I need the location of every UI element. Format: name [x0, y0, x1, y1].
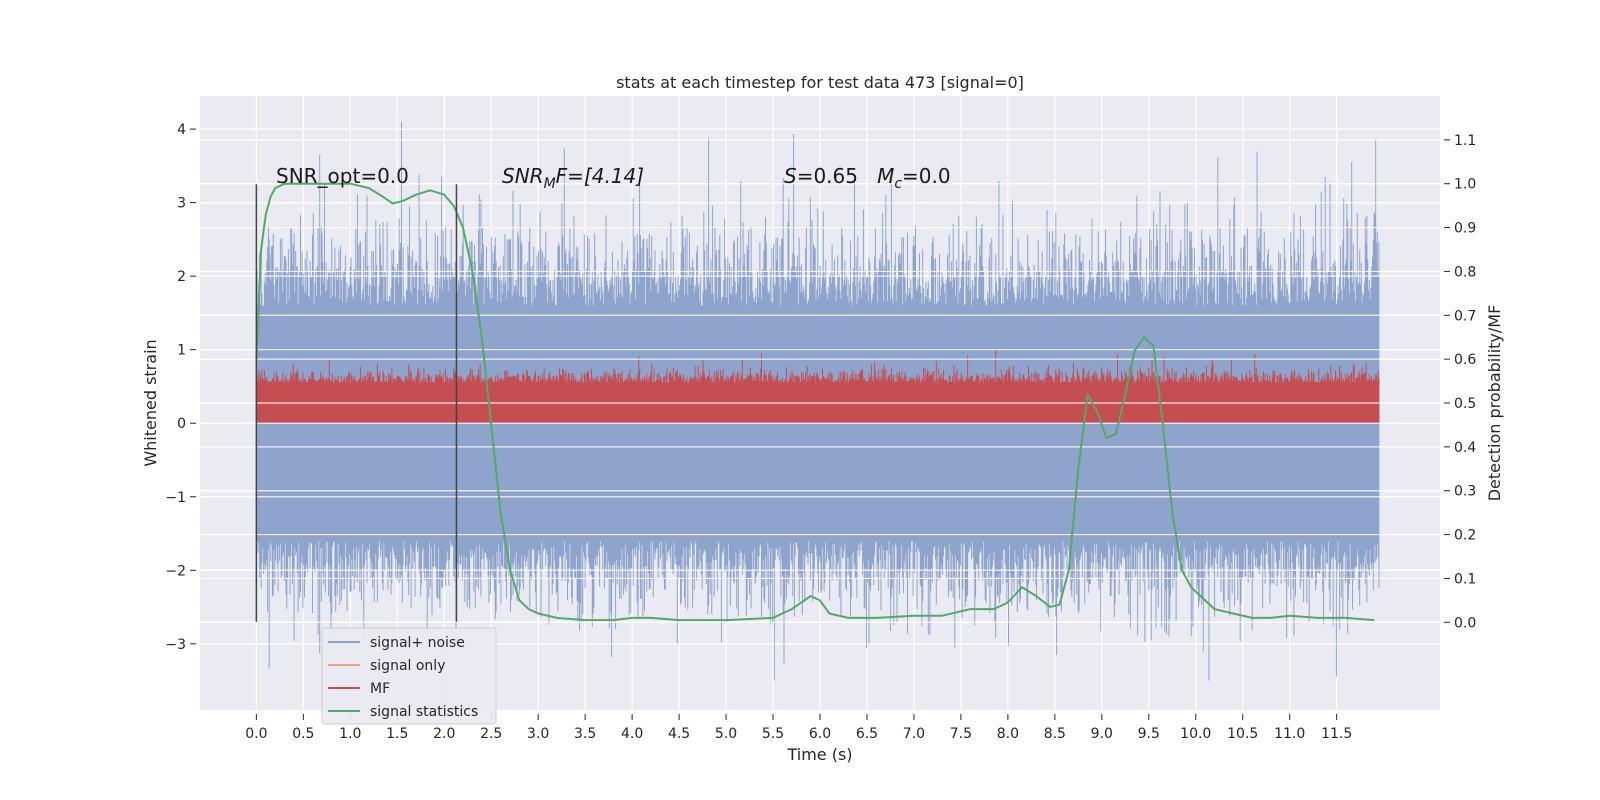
annotation-snr-mf: SNRMF=[4.14] [502, 164, 644, 192]
s-prefix: S [784, 164, 797, 188]
x-tick-label: 8.5 [1044, 726, 1066, 742]
y-left-tick-label: −2 [165, 563, 186, 579]
snr-mf-prefix: SNR [502, 164, 544, 188]
mc-prefix: M [877, 164, 894, 188]
legend-label: signal+ noise [370, 635, 465, 651]
y-left-axis-label: Whitened strain [141, 339, 160, 466]
snr-mf-suffix: F=[4.14] [556, 164, 644, 188]
y-right-tick-label: 0.8 [1454, 264, 1476, 280]
data-traces [200, 121, 1440, 681]
x-tick-label: 3.5 [574, 726, 596, 742]
x-tick-label: 5.0 [715, 726, 737, 742]
y-right-tick-label: 0.0 [1454, 615, 1476, 631]
x-tick-label: 11.0 [1274, 726, 1305, 742]
y-right-tick-label: 0.1 [1454, 571, 1476, 587]
y-right-tick-label: 0.4 [1454, 440, 1476, 456]
x-tick-label: 1.5 [386, 726, 408, 742]
x-axis-label: Time (s) [786, 745, 852, 764]
x-tick-label: 2.5 [480, 726, 502, 742]
legend-label: signal statistics [370, 704, 478, 720]
snr-mf-subscript: M [544, 176, 556, 192]
x-tick-label: 6.5 [856, 726, 878, 742]
legend-label: signal only [370, 658, 445, 674]
x-tick-label: 7.0 [903, 726, 925, 742]
x-tick-label: 9.0 [1091, 726, 1113, 742]
x-tick-label: 4.0 [621, 726, 643, 742]
y-right-tick-label: 0.3 [1454, 484, 1476, 500]
y-left-axis-ticks: −3 −2 −1 0 1 2 3 4 [165, 122, 196, 653]
chart-title: stats at each timestep for test data 473… [616, 73, 1024, 92]
x-tick-label: 3.0 [527, 726, 549, 742]
y-right-tick-label: 0.6 [1454, 352, 1476, 368]
y-right-axis-label: Detection probability/MF [1485, 305, 1504, 502]
y-left-tick-label: 2 [177, 269, 186, 285]
x-tick-label: 0.5 [292, 726, 314, 742]
y-right-tick-label: 0.7 [1454, 308, 1476, 324]
legend: signal+ noise signal only MF signal statist… [321, 627, 497, 725]
legend-label: MF [370, 681, 390, 697]
x-tick-label: 2.0 [433, 726, 455, 742]
y-right-tick-label: 0.9 [1454, 221, 1476, 237]
x-tick-label: 10.5 [1227, 726, 1258, 742]
x-axis-ticks: 0.0 0.5 1.0 1.5 2.0 2.5 3.0 3.5 4.0 4.5 5.0 5.5 6.0 6… [245, 714, 1352, 742]
y-left-tick-label: 1 [177, 343, 186, 359]
y-right-tick-label: 0.2 [1454, 528, 1476, 544]
legend-box [321, 627, 497, 725]
y-right-tick-label: 0.5 [1454, 396, 1476, 412]
y-right-tick-label: 1.1 [1454, 133, 1476, 149]
x-tick-label: 4.5 [668, 726, 690, 742]
x-tick-label: 6.0 [809, 726, 831, 742]
mc-value: =0.0 [902, 164, 951, 188]
x-tick-label: 5.5 [762, 726, 784, 742]
y-right-tick-label: 1.0 [1454, 177, 1476, 193]
x-tick-label: 10.0 [1180, 726, 1211, 742]
x-tick-label: 8.0 [997, 726, 1019, 742]
mc-subscript: c [894, 176, 902, 192]
signal-statistics-line [255, 182, 1375, 622]
y-left-tick-label: 0 [177, 416, 186, 432]
annotation-snr-opt: SNR_opt=0.0 [276, 164, 409, 188]
x-tick-label: 1.0 [339, 726, 361, 742]
y-left-tick-label: 3 [177, 196, 186, 212]
x-tick-label: 11.5 [1321, 726, 1352, 742]
x-tick-label: 9.5 [1138, 726, 1160, 742]
y-left-tick-label: −3 [165, 637, 186, 653]
x-tick-label: 0.0 [245, 726, 267, 742]
s-value: =0.65 [797, 164, 877, 188]
annotation-s-mc: S=0.65 Mc=0.0 [784, 164, 951, 192]
vertical-markers [255, 184, 458, 622]
y-left-tick-label: −1 [165, 490, 186, 506]
y-left-tick-label: 4 [177, 122, 186, 138]
y-right-axis-ticks: 0.0 0.1 0.2 0.3 0.4 0.5 0.6 0.7 0.8 0.9 1.0 1.1 [1444, 133, 1476, 631]
x-tick-label: 7.5 [950, 726, 972, 742]
